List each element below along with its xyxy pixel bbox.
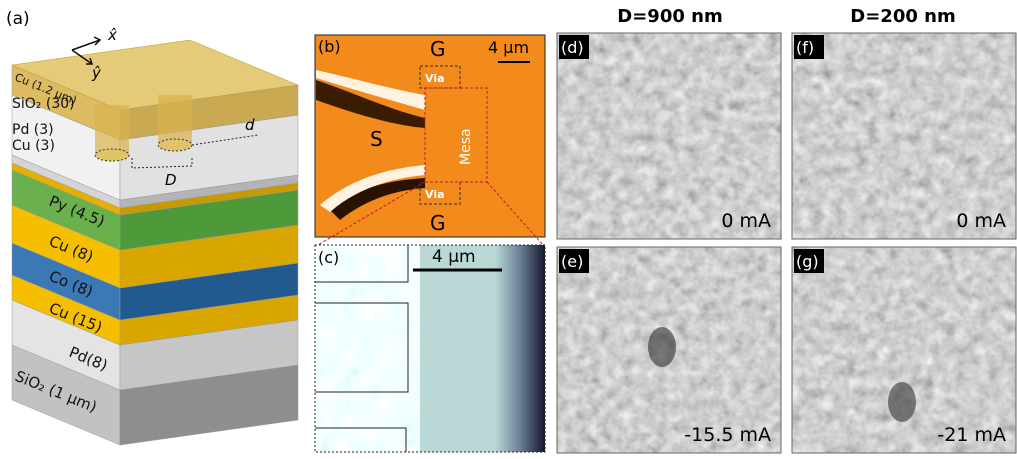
layer-label: Pd (3) [12,122,54,138]
figure: dDx̂ŷCu (1.2 μm)SiO₂ (30)Pd (3)Cu (3)Py … [0,0,1017,455]
xmcd-image [792,247,1016,453]
via-label: Via [425,72,445,85]
xmcd-image [792,33,1016,239]
scale-label: 4 μm [432,247,476,267]
panel-label: (g) [796,252,819,271]
panel-label: (e) [561,252,583,271]
panel-label: (d) [561,38,584,57]
axis-label: ŷ [91,64,102,82]
gate-label: G [430,37,446,61]
gate-label: G [430,211,446,235]
current-label: -21 mA [937,424,1006,446]
current-label: 0 mA [956,210,1006,232]
pillar [95,105,129,155]
image-grid: (d) 0 mA (f) 0 mA (e) -15.5 mA (g) -21 mA [557,33,1016,453]
source-label: S [370,127,383,151]
current-label: -15.5 mA [684,424,771,446]
panel-label: (b) [318,37,341,56]
contrast-spot [648,327,676,367]
pillar [158,95,192,145]
pillar-base [158,139,192,151]
axis-label: x̂ [107,26,117,44]
panel-label: (a) [6,9,30,29]
column-header: D=900 nm [617,6,722,27]
contrast-spot [888,382,916,422]
current-label: 0 mA [721,210,771,232]
via-label: Via [425,188,445,201]
pillar-base [95,149,129,161]
panel-label: (f) [796,38,814,57]
panel-b: (b) 4 μm G G S Via Via Mesa [315,35,545,245]
mesa-label: Mesa [458,128,474,165]
dim-label: D [165,171,177,189]
xmcd-image [557,33,781,239]
panel-c: (c) 4 μm [315,245,545,452]
dim-label: d [245,116,255,134]
mesa-edge [495,245,545,452]
layer-label: SiO₂ (30) [12,96,75,112]
layer-stack: dDx̂ŷCu (1.2 μm)SiO₂ (30)Pd (3)Cu (3)Py … [12,26,298,445]
layer-label: Cu (3) [12,138,55,154]
scale-label: 4 μm [488,38,529,57]
column-header: D=200 nm [850,6,955,27]
panel-label: (c) [318,248,339,267]
